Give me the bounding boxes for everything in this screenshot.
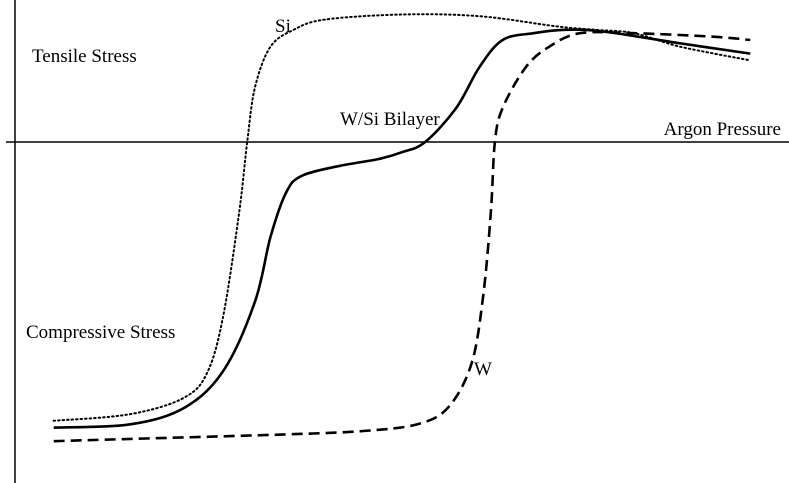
compressive-stress-label: Compressive Stress xyxy=(26,322,175,343)
x-axis-label: Argon Pressure xyxy=(664,119,781,140)
series-si-curve xyxy=(52,13,752,422)
series-wsi-bilayer-curve xyxy=(53,28,751,429)
tensile-stress-label: Tensile Stress xyxy=(32,46,137,67)
series-label-si: Si xyxy=(275,16,291,37)
series-label-wsi-bilayer: W/Si Bilayer xyxy=(340,109,440,130)
series-label-w: W xyxy=(474,359,492,380)
series-w-curve xyxy=(53,30,751,443)
